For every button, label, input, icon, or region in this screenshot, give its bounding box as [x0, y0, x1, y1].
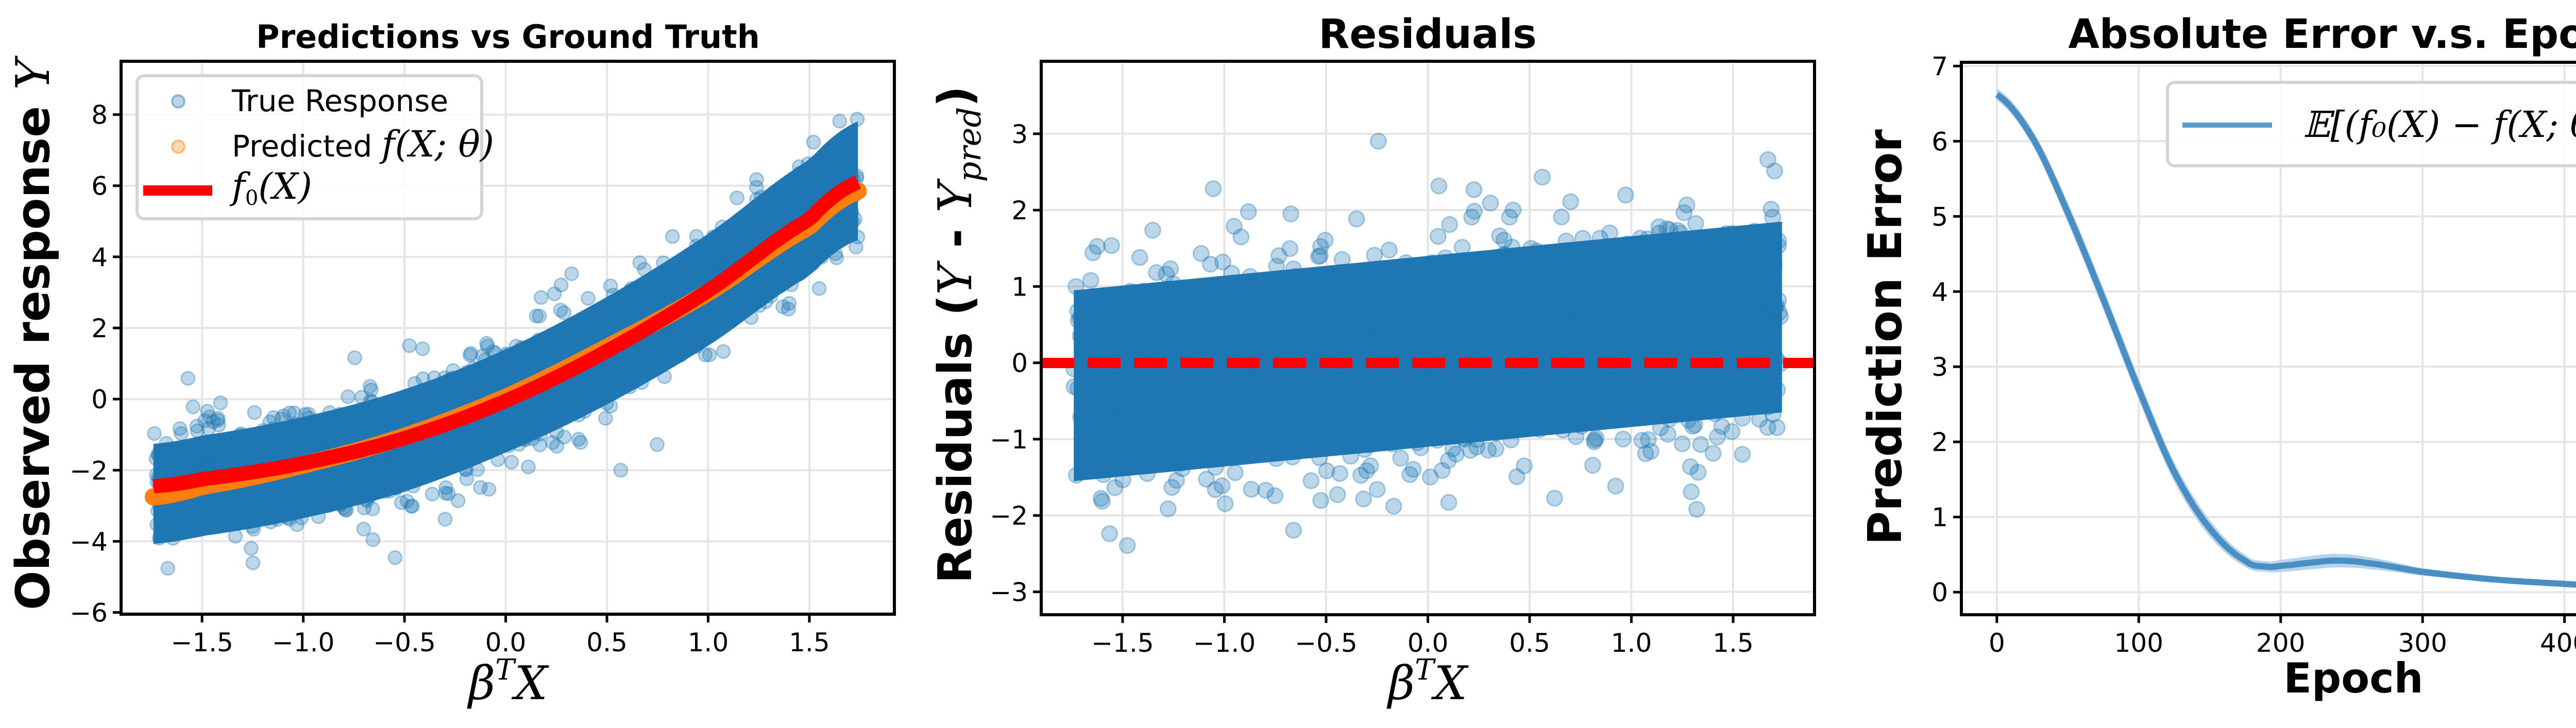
panel2-title: Residuals: [1318, 11, 1536, 58]
y-tick-label: 3: [1931, 352, 1948, 382]
legend-f0: f0(X): [229, 165, 312, 210]
x-tick-label: 0.0: [485, 628, 527, 657]
y-tick-label: −2: [70, 456, 108, 486]
x-tick-label: 0.5: [586, 628, 628, 657]
panel2-y-axis-label: Residuals (Y - Ypred): [928, 86, 988, 584]
y-tick-label: 4: [1931, 277, 1948, 307]
f0-line-legend-icon: [143, 185, 212, 196]
y-tick-label: 3: [1011, 119, 1028, 149]
panel2-x-axis-label: βTX: [1386, 653, 1469, 710]
panel1-curves: [144, 175, 867, 506]
y-tick-label: 2: [1011, 196, 1028, 226]
y-tick-label: 6: [91, 171, 108, 201]
panel1-title: Predictions vs Ground Truth: [256, 18, 760, 56]
x-tick-label: −1.5: [1091, 628, 1154, 658]
y-tick-label: −4: [70, 527, 108, 557]
panel3-error-curve: [1995, 92, 2576, 588]
residual-core: [1074, 221, 1782, 481]
panel3-title: Absolute Error v.s. Epoch: [2068, 11, 2576, 58]
y-tick-label: 1: [1011, 272, 1028, 302]
y-tick-label: 4: [91, 242, 108, 272]
y-tick-label: 6: [1931, 127, 1948, 157]
panel-absolute-error: Absolute Error v.s. Epoch 0 100 200 300 400 5…: [1858, 11, 2576, 702]
x-tick-label: 0.5: [1509, 628, 1550, 658]
x-tick-label: −1.0: [1193, 628, 1256, 658]
x-tick-label: 0: [1989, 628, 2005, 658]
y-tick-label: 0: [1931, 578, 1948, 608]
panel3-legend: 𝔼[(f₀(X) − f(X; θ))²]: [2166, 81, 2576, 167]
panel3-axes-frame: [1960, 61, 2576, 616]
x-tick-label: 1.0: [1611, 628, 1652, 658]
y-tick-label: 0: [1011, 349, 1028, 378]
x-tick-label: 1.5: [789, 628, 830, 657]
y-tick-label: −1: [990, 425, 1028, 455]
panel3-grid: [1961, 62, 2576, 615]
legend-predicted: Predicted f(X; θ): [232, 123, 494, 165]
x-tick-label: 1.5: [1713, 628, 1754, 658]
panel1-x-axis-label: βTX: [467, 653, 549, 710]
panel2-y-ticks: −3 −2 −1 0 1 2 3: [990, 119, 1041, 608]
y-tick-label: −2: [990, 501, 1028, 531]
x-tick-label: −1.5: [171, 628, 233, 657]
panel1-legend-box: [135, 74, 483, 220]
y-tick-label: 2: [1931, 427, 1948, 457]
panel3-x-axis-label: Epoch: [2283, 654, 2423, 702]
panel1-y-axis-label: Observed response Y: [6, 55, 60, 610]
y-tick-label: 8: [91, 100, 108, 130]
x-tick-label: −0.5: [373, 628, 435, 657]
panel1-axes-frame: [120, 60, 896, 616]
scatter-core: [153, 121, 858, 544]
panel3-y-axis-label: Prediction Error: [1858, 129, 1912, 545]
legend-true-response: True Response: [231, 83, 448, 118]
panel-residuals: Residuals −1.5 −1.0 −0.5 0.0 0.5 1.0 1.5 −3−2−…: [928, 11, 1816, 710]
x-tick-label: 1.0: [688, 628, 729, 657]
x-tick-label: 100: [2114, 628, 2163, 658]
y-tick-label: 1: [1931, 502, 1948, 532]
panel3-y-ticks: 0 1 2 3 4 5 6 7: [1931, 51, 1961, 608]
x-tick-label: 0.0: [1408, 628, 1449, 658]
panel2-x-ticks: −1.5 −1.0 −0.5 0.0 0.5 1.0 1.5: [1091, 615, 1754, 658]
panel3-x-ticks: 0100200300400500: [1989, 615, 2576, 658]
true-response-marker-icon: [171, 94, 185, 109]
x-tick-label: −0.5: [1295, 628, 1357, 658]
panel-predictions-vs-ground-truth: Predictions vs Ground Truth −1.5 −1.0 −0.5…: [6, 18, 896, 710]
panel1-x-ticks: −1.5 −1.0 −0.5 0.0 0.5 1.0 1.5: [171, 614, 830, 657]
x-tick-label: 300: [2398, 628, 2447, 658]
y-tick-label: 5: [1931, 202, 1948, 232]
y-tick-label: −3: [990, 578, 1028, 608]
f0-curve: [152, 175, 861, 494]
x-tick-label: 400: [2540, 628, 2576, 658]
panel3-legend-label: 𝔼[(f₀(X) − f(X; θ))²]: [2303, 103, 2576, 146]
panel1-legend: True Response Predicted f(X; θ) f0(X): [135, 74, 494, 220]
x-tick-label: 200: [2256, 628, 2305, 658]
panel3-legend-box: [2166, 81, 2576, 167]
y-tick-label: −6: [70, 598, 108, 628]
panel1-y-ticks: −6 −4 −2 0 2 4 6 8: [70, 100, 121, 628]
y-tick-label: 0: [91, 385, 108, 414]
y-tick-label: 7: [1931, 51, 1948, 81]
predicted-marker-icon: [171, 140, 185, 154]
y-tick-label: 2: [91, 314, 108, 343]
x-tick-label: −1.0: [272, 628, 334, 657]
panel2-residual-scatter: [1065, 132, 1790, 554]
